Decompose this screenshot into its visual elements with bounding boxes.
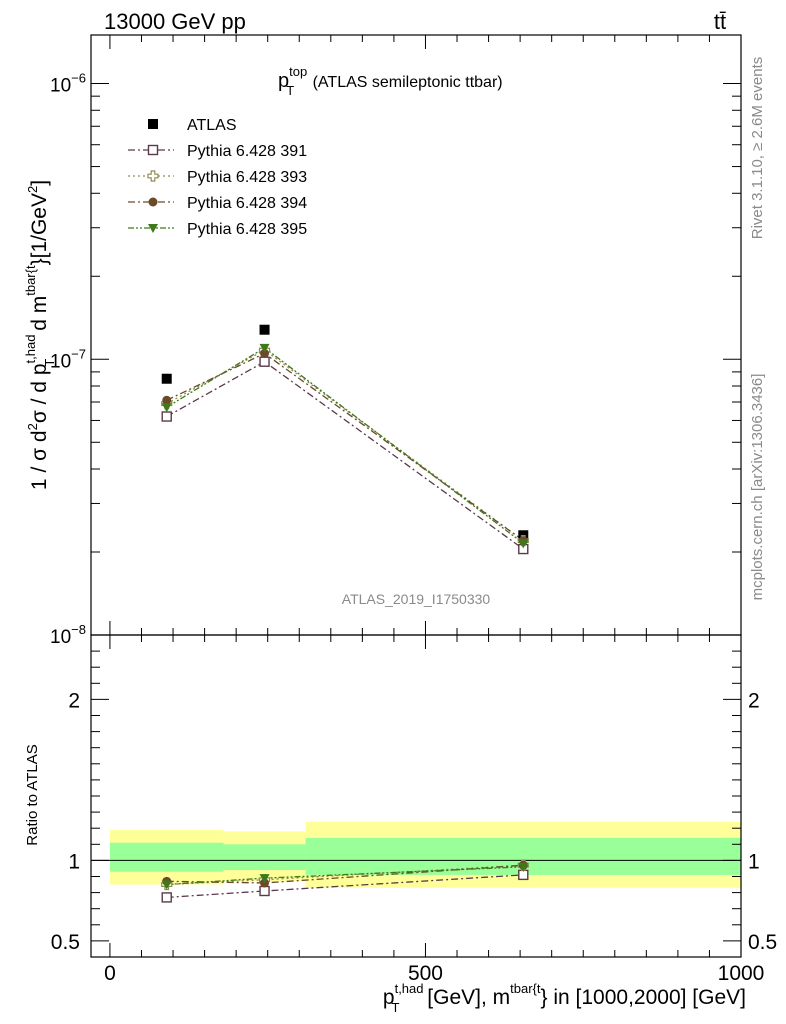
main-line-series-4 (166, 347, 524, 544)
x-label-p-sub: T (392, 1000, 400, 1015)
legend-marker-0 (148, 119, 158, 129)
ratio-ytick-label-left-0: 0.5 (51, 931, 80, 954)
main-point-s0-0 (161, 373, 172, 384)
main-point-s0-1 (259, 324, 270, 335)
main-point-s1-0 (161, 411, 172, 422)
ratio-point-s3-2 (518, 862, 529, 872)
ratio-axis-ticks (91, 635, 742, 957)
main-panel: 10−8 10−7 10−6 ptop T (ATLAS semileptonic t… (23, 34, 742, 648)
legend-marker-4 (148, 224, 158, 233)
xtick-label-2: 1000 (718, 962, 765, 985)
x-label-mid: [GeV], m (421, 986, 510, 1009)
ratio-band-green-1 (223, 844, 306, 871)
ratio-panel: 0.5 0.5 1 1 2 2 0 500 1000 Ratio to ATLAS pt,ha… (24, 634, 777, 1015)
main-ytick-label-1: 10−7 (50, 346, 86, 372)
plot-title-suffix: (ATLAS semileptonic ttbar) (308, 74, 502, 91)
plot-title-base: p (278, 70, 289, 92)
ratio-line-series-1 (166, 864, 524, 886)
ratio-point-s3-1 (259, 874, 270, 884)
xtick-label-1: 500 (408, 962, 443, 985)
legend-marker-2 (147, 170, 159, 182)
plot-title-sub: T (286, 83, 294, 98)
ratio-series-markers (161, 859, 529, 903)
main-point-s4-0 (161, 403, 172, 413)
x-label-p: p (383, 986, 395, 1009)
ratio-ytick-label-right-0: 0.5 (748, 931, 777, 954)
ratio-uncertainty-bands (109, 821, 741, 888)
main-point-s1-1 (259, 356, 270, 367)
ratio-y-axis-label: Ratio to ATLAS (24, 744, 41, 845)
main-line-series-3 (166, 352, 524, 542)
ratio-ytick-label-right-1: 1 (748, 850, 760, 873)
legend-label-2: Pythia 6.428 393 (187, 169, 307, 186)
plot-title: ptop T (ATLAS semileptonic ttbar) (278, 64, 503, 98)
ratio-ytick-label-right-2: 2 (748, 689, 760, 712)
legend-label-3: Pythia 6.428 394 (187, 195, 307, 212)
legend-marker-1 (147, 144, 159, 156)
main-y-axis-label: 1 / σ d2σ / d pt,had T d mtbar{t}[1/GeV2] (23, 180, 57, 490)
main-y-tick-labels: 10−8 10−7 10−6 (50, 71, 86, 648)
analysis-watermark: ATLAS_2019_I1750330 (342, 591, 491, 607)
legend: ATLAS Pythia 6.428 391 Pythia 6.428 393 Pyt… (128, 117, 307, 238)
ratio-point-s0-0 (161, 892, 172, 903)
main-point-s4-2 (518, 539, 529, 549)
main-series-lines (166, 347, 524, 550)
ratio-line-series-0 (166, 874, 524, 899)
main-ytick-label-0: 10−8 (50, 622, 86, 648)
x-tick-labels: 0 500 1000 (104, 962, 764, 985)
main-ytick-label-2: 10−6 (50, 71, 86, 97)
x-label-m-sup: tbar{t (510, 981, 541, 996)
rivet-version-label: Rivet 3.1.10, ≥ 2.6M events (749, 57, 766, 240)
legend-label-4: Pythia 6.428 395 (187, 221, 307, 238)
x-label-suffix: } in [1000,2000] [GeV] (541, 986, 747, 1009)
xtick-label-0: 0 (104, 962, 116, 985)
main-line-series-1 (166, 360, 524, 550)
main-series-markers (161, 324, 529, 555)
legend-label-0: ATLAS (187, 117, 237, 134)
legend-label-1: Pythia 6.428 391 (187, 143, 307, 160)
mcplots-label: mcplots.cern.ch [arXiv:1306.3436] (749, 374, 766, 601)
ratio-y-tick-labels: 0.5 0.5 1 1 2 2 (51, 689, 777, 954)
ratio-band-green-0 (109, 842, 224, 872)
main-point-s4-1 (259, 343, 270, 353)
main-point-s3-0 (162, 395, 172, 405)
ratio-panel-frame (90, 634, 742, 958)
process-label: tt̄ (714, 9, 726, 34)
ratio-point-s3-0 (161, 880, 172, 890)
plot-title-sup: top (289, 64, 307, 79)
ratio-ytick-label-left-2: 2 (68, 689, 80, 712)
ratio-point-s0-1 (259, 885, 270, 897)
main-line-series-2 (166, 349, 524, 542)
x-axis-label: pt,had T [GeV], mtbar{t} in [1000,2000] [… (383, 981, 746, 1015)
main-point-s3-1 (260, 348, 270, 358)
ratio-ytick-label-left-1: 1 (68, 850, 80, 873)
legend-marker-3 (148, 197, 158, 207)
collision-label: 13000 GeV pp (104, 9, 246, 34)
x-label-p-sup: t,had (395, 981, 424, 996)
